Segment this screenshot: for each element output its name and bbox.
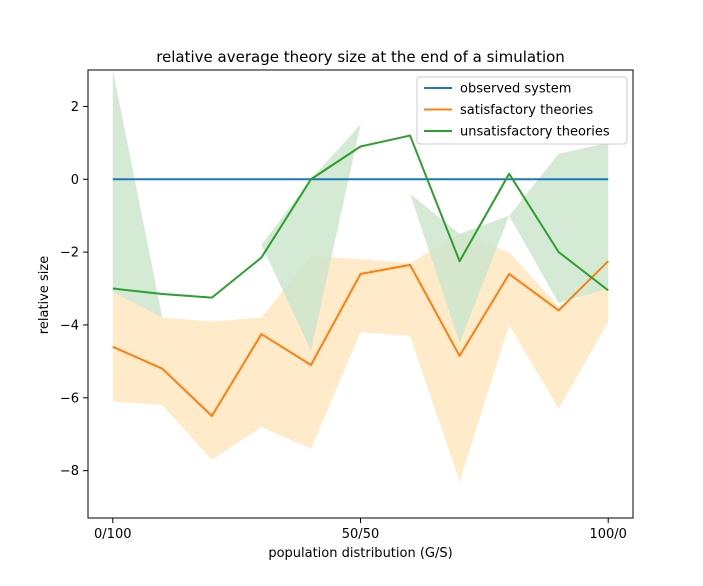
y-tick-label: 2 <box>71 100 79 115</box>
legend-label: unsatisfactory theories <box>460 125 610 140</box>
y-tick-label: −2 <box>60 246 79 261</box>
series-line-unsatisfactory-theories <box>112 134 609 299</box>
series-line-satisfactory-theories <box>112 260 609 418</box>
x-axis-label: population distribution (G/S) <box>268 546 452 561</box>
legend-label: observed system <box>460 82 571 97</box>
y-axis-label: relative size <box>37 256 52 334</box>
legend-items: observed system satisfactory theories unsa… <box>424 82 610 140</box>
x-tick-label: 50/50 <box>342 527 379 542</box>
legend-box <box>416 76 628 145</box>
confidence-bands <box>112 70 609 482</box>
y-axis-ticks: 2 0 −2 −4 −6 −8 <box>60 100 88 479</box>
band-satisfactory-theories <box>112 233 609 482</box>
legend-label: satisfactory theories <box>460 103 593 118</box>
y-tick-label: −8 <box>60 464 79 479</box>
series-lines <box>112 134 609 418</box>
y-tick-label: 0 <box>71 173 79 188</box>
y-tick-label: −6 <box>60 391 79 406</box>
chart-title: relative average theory size at the end … <box>156 48 565 66</box>
legend: observed system satisfactory theories unsa… <box>416 76 628 145</box>
x-axis-ticks: 0/100 50/50 100/0 <box>94 518 627 542</box>
x-tick-label: 100/0 <box>589 527 626 542</box>
x-tick-label: 0/100 <box>94 527 131 542</box>
y-tick-label: −4 <box>60 318 79 333</box>
